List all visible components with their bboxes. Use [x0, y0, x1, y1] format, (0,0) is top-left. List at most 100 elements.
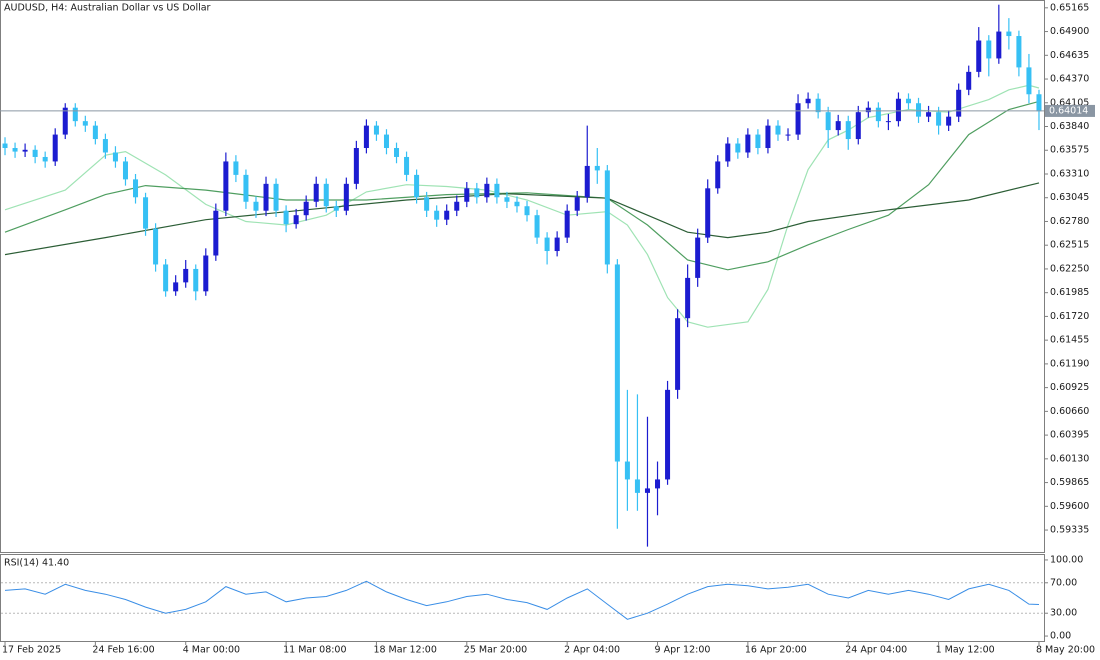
y-tick-label: 0.63575 — [1050, 145, 1089, 156]
candle-body — [634, 479, 640, 493]
y-tick-label: 0.60925 — [1050, 382, 1089, 393]
candle-body — [604, 170, 610, 265]
chart-title: AUDUSD, H4: Australian Dollar vs US Doll… — [4, 3, 211, 14]
candle-body — [685, 277, 691, 319]
candle-body — [293, 215, 299, 225]
candle-body — [966, 71, 972, 90]
y-tick-label: 0.61455 — [1050, 335, 1089, 346]
candle-body — [383, 134, 389, 149]
candle-body — [956, 89, 962, 117]
candle-body — [996, 31, 1002, 59]
y-tick-label: 0.60130 — [1050, 453, 1089, 464]
candle-body — [22, 149, 28, 152]
candle-body — [574, 197, 580, 211]
rsi-panel-frame — [0, 554, 1045, 642]
y-tick-label: 0.60395 — [1050, 430, 1089, 441]
candle-body — [825, 112, 831, 131]
current-price-label: 0.64014 — [1049, 105, 1088, 116]
candle-body — [855, 112, 861, 140]
candle-body — [474, 188, 480, 198]
candle-body — [795, 103, 801, 135]
candle-body — [524, 206, 530, 216]
y-tick-label: 0.65165 — [1050, 2, 1089, 13]
candle-body — [484, 183, 490, 198]
candle-body — [695, 237, 701, 278]
rsi-line — [4, 580, 1040, 620]
candle-body — [133, 179, 139, 198]
candle-body — [263, 183, 269, 211]
candle-body — [193, 268, 199, 292]
candle-body — [183, 268, 189, 283]
y-tick-label: 0.60660 — [1050, 406, 1089, 417]
candle-body — [946, 116, 952, 126]
candle-body — [554, 237, 560, 252]
candle-body — [805, 98, 811, 104]
candle-body — [936, 112, 942, 126]
rsi-label: RSI(14) 41.40 — [4, 558, 69, 569]
candle-body — [122, 161, 128, 180]
candle-body — [333, 206, 339, 211]
x-tick-label: 25 Mar 20:00 — [464, 645, 527, 656]
x-tick-label: 17 Feb 2025 — [2, 645, 61, 656]
candle-body — [1036, 94, 1042, 112]
candle-body — [82, 121, 88, 126]
y-tick-label: 0.64635 — [1050, 50, 1089, 61]
candle-body — [655, 479, 661, 489]
y-tick-label: 0.61190 — [1050, 358, 1089, 369]
candle-body — [203, 255, 209, 292]
candle-body — [323, 183, 329, 207]
rsi-y-tick-label: 0.00 — [1050, 631, 1071, 642]
candle-body — [42, 156, 48, 162]
candle-body — [163, 264, 169, 292]
y-tick-label: 0.63840 — [1050, 121, 1089, 132]
candle-body — [584, 165, 590, 198]
candle-body — [253, 201, 259, 211]
y-tick-label: 0.61720 — [1050, 311, 1089, 322]
y-tick-label: 0.63045 — [1050, 192, 1089, 203]
candle-body — [173, 282, 179, 292]
candle-body — [715, 161, 721, 189]
x-tick-label: 18 Mar 12:00 — [373, 645, 436, 656]
y-tick-label: 0.64900 — [1050, 26, 1089, 37]
candle-body — [404, 156, 410, 175]
candle-body — [765, 125, 771, 149]
moving-average-line — [4, 84, 1040, 328]
candle-body — [785, 134, 791, 136]
rsi-y-tick-label: 70.00 — [1050, 577, 1077, 588]
candle-body — [92, 125, 98, 140]
candle-body — [845, 121, 851, 140]
candle-body — [213, 210, 219, 256]
x-tick-label: 9 Apr 12:00 — [655, 645, 711, 656]
candle-body — [916, 103, 922, 117]
candle-body — [303, 201, 309, 216]
candle-body — [986, 40, 992, 59]
candle-body — [865, 107, 871, 113]
candle-body — [153, 228, 159, 265]
candle-body — [705, 188, 711, 238]
x-tick-label: 4 Mar 00:00 — [183, 645, 240, 656]
candle-body — [755, 134, 761, 149]
candle-body — [464, 188, 470, 202]
candle-body — [363, 125, 369, 149]
current-price-box — [1045, 104, 1095, 117]
candle-body — [644, 488, 650, 493]
candle-body — [2, 143, 8, 149]
x-tick-label: 24 Feb 16:00 — [92, 645, 154, 656]
candle-body — [725, 143, 731, 162]
candle-body — [534, 215, 540, 238]
candle-body — [343, 183, 349, 211]
candle-body — [885, 121, 891, 123]
x-tick-label: 16 Apr 20:00 — [745, 645, 807, 656]
candle-body — [434, 210, 440, 220]
candle-body — [12, 148, 18, 152]
candle-body — [665, 389, 671, 480]
candle-body — [1026, 67, 1032, 95]
x-tick-label: 8 May 20:00 — [1036, 645, 1095, 656]
candle-body — [373, 125, 379, 135]
y-tick-label: 0.63310 — [1050, 168, 1089, 179]
candle-body — [745, 134, 751, 153]
candle-body — [102, 139, 108, 153]
candle-body — [624, 461, 630, 480]
